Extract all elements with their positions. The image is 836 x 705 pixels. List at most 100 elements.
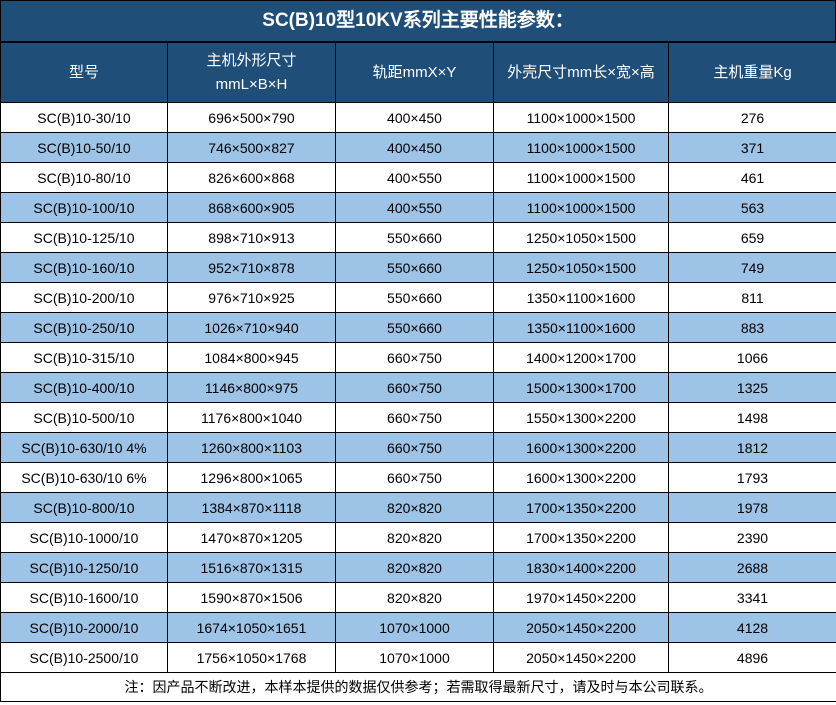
cell-shell-size: 1400×1200×1700: [494, 343, 669, 373]
cell-rail-gauge: 820×820: [336, 493, 494, 523]
table-row: SC(B)10-2000/101674×1050×16511070×100020…: [1, 613, 836, 643]
cell-model: SC(B)10-2000/10: [1, 613, 168, 643]
cell-shell-size: 2050×1450×2200: [494, 643, 669, 673]
cell-rail-gauge: 550×660: [336, 223, 494, 253]
cell-rail-gauge: 820×820: [336, 583, 494, 613]
cell-shell-size: 1600×1300×2200: [494, 463, 669, 493]
cell-model: SC(B)10-30/10: [1, 103, 168, 133]
cell-model: SC(B)10-400/10: [1, 373, 168, 403]
table-row: SC(B)10-1600/101590×870×1506820×8201970×…: [1, 583, 836, 613]
cell-shell-size: 1100×1000×1500: [494, 163, 669, 193]
table-row: SC(B)10-315/101084×800×945660×7501400×12…: [1, 343, 836, 373]
cell-weight: 1498: [669, 403, 836, 433]
cell-rail-gauge: 660×750: [336, 343, 494, 373]
cell-rail-gauge: 660×750: [336, 373, 494, 403]
cell-unit-dimensions: 1296×800×1065: [168, 463, 336, 493]
table-row: SC(B)10-30/10696×500×790400×4501100×1000…: [1, 103, 836, 133]
cell-weight: 3341: [669, 583, 836, 613]
cell-shell-size: 2050×1450×2200: [494, 613, 669, 643]
table-header: 型号主机外形尺寸mmL×B×H轨距mmX×Y外壳尺寸mm长×宽×高主机重量Kg: [1, 43, 836, 103]
cell-unit-dimensions: 1176×800×1040: [168, 403, 336, 433]
spec-table: 型号主机外形尺寸mmL×B×H轨距mmX×Y外壳尺寸mm长×宽×高主机重量Kg …: [0, 42, 836, 702]
cell-weight: 563: [669, 193, 836, 223]
table-row: SC(B)10-125/10898×710×913550×6601250×105…: [1, 223, 836, 253]
cell-model: SC(B)10-1250/10: [1, 553, 168, 583]
cell-weight: 1978: [669, 493, 836, 523]
cell-rail-gauge: 550×660: [336, 253, 494, 283]
cell-weight: 1066: [669, 343, 836, 373]
cell-rail-gauge: 1070×1000: [336, 613, 494, 643]
column-header-weight: 主机重量Kg: [669, 43, 836, 103]
cell-model: SC(B)10-1600/10: [1, 583, 168, 613]
table-row: SC(B)10-160/10952×710×878550×6601250×105…: [1, 253, 836, 283]
cell-unit-dimensions: 696×500×790: [168, 103, 336, 133]
cell-model: SC(B)10-2500/10: [1, 643, 168, 673]
cell-model: SC(B)10-200/10: [1, 283, 168, 313]
cell-model: SC(B)10-160/10: [1, 253, 168, 283]
cell-shell-size: 1350×1100×1600: [494, 313, 669, 343]
table-body: SC(B)10-30/10696×500×790400×4501100×1000…: [1, 103, 836, 673]
cell-shell-size: 1100×1000×1500: [494, 103, 669, 133]
cell-weight: 1812: [669, 433, 836, 463]
cell-shell-size: 1250×1050×1500: [494, 223, 669, 253]
cell-model: SC(B)10-100/10: [1, 193, 168, 223]
cell-unit-dimensions: 1674×1050×1651: [168, 613, 336, 643]
cell-shell-size: 1100×1000×1500: [494, 133, 669, 163]
cell-shell-size: 1700×1350×2200: [494, 493, 669, 523]
cell-weight: 2390: [669, 523, 836, 553]
table-row: SC(B)10-50/10746×500×827400×4501100×1000…: [1, 133, 836, 163]
cell-rail-gauge: 550×660: [336, 283, 494, 313]
cell-rail-gauge: 820×820: [336, 553, 494, 583]
cell-rail-gauge: 660×750: [336, 433, 494, 463]
cell-weight: 2688: [669, 553, 836, 583]
cell-model: SC(B)10-80/10: [1, 163, 168, 193]
cell-model: SC(B)10-800/10: [1, 493, 168, 523]
table-row: SC(B)10-400/101146×800×975660×7501500×13…: [1, 373, 836, 403]
column-header-model: 型号: [1, 43, 168, 103]
cell-shell-size: 1970×1450×2200: [494, 583, 669, 613]
cell-unit-dimensions: 898×710×913: [168, 223, 336, 253]
table-row: SC(B)10-500/101176×800×1040660×7501550×1…: [1, 403, 836, 433]
cell-rail-gauge: 400×550: [336, 163, 494, 193]
cell-weight: 1325: [669, 373, 836, 403]
table-footer: 注：因产品不断改进，本样本提供的数据仅供参考；若需取得最新尺寸，请及时与本公司联…: [1, 673, 836, 702]
cell-weight: 4128: [669, 613, 836, 643]
cell-unit-dimensions: 1026×710×940: [168, 313, 336, 343]
cell-unit-dimensions: 1260×800×1103: [168, 433, 336, 463]
cell-model: SC(B)10-50/10: [1, 133, 168, 163]
cell-rail-gauge: 550×660: [336, 313, 494, 343]
cell-weight: 4896: [669, 643, 836, 673]
table-row: SC(B)10-100/10868×600×905400×5501100×100…: [1, 193, 836, 223]
cell-unit-dimensions: 826×600×868: [168, 163, 336, 193]
cell-weight: 371: [669, 133, 836, 163]
cell-weight: 1793: [669, 463, 836, 493]
spec-sheet: SC(B)10型10KV系列主要性能参数： 型号主机外形尺寸mmL×B×H轨距m…: [0, 0, 836, 705]
page-title: SC(B)10型10KV系列主要性能参数：: [0, 0, 836, 42]
note-row: 注：因产品不断改进，本样本提供的数据仅供参考；若需取得最新尺寸，请及时与本公司联…: [1, 673, 836, 702]
cell-model: SC(B)10-1000/10: [1, 523, 168, 553]
cell-unit-dimensions: 1470×870×1205: [168, 523, 336, 553]
table-row: SC(B)10-1250/101516×870×1315820×8201830×…: [1, 553, 836, 583]
cell-model: SC(B)10-630/10 6%: [1, 463, 168, 493]
table-row: SC(B)10-630/10 4%1260×800×1103660×750160…: [1, 433, 836, 463]
cell-shell-size: 1350×1100×1600: [494, 283, 669, 313]
cell-rail-gauge: 400×450: [336, 103, 494, 133]
cell-unit-dimensions: 952×710×878: [168, 253, 336, 283]
cell-model: SC(B)10-250/10: [1, 313, 168, 343]
cell-model: SC(B)10-630/10 4%: [1, 433, 168, 463]
cell-weight: 276: [669, 103, 836, 133]
cell-shell-size: 1250×1050×1500: [494, 253, 669, 283]
column-header-shell-size: 外壳尺寸mm长×宽×高: [494, 43, 669, 103]
table-row: SC(B)10-2500/101756×1050×17681070×100020…: [1, 643, 836, 673]
cell-weight: 883: [669, 313, 836, 343]
cell-shell-size: 1550×1300×2200: [494, 403, 669, 433]
cell-unit-dimensions: 746×500×827: [168, 133, 336, 163]
cell-rail-gauge: 660×750: [336, 463, 494, 493]
cell-rail-gauge: 400×450: [336, 133, 494, 163]
cell-shell-size: 1100×1000×1500: [494, 193, 669, 223]
cell-unit-dimensions: 976×710×925: [168, 283, 336, 313]
cell-unit-dimensions: 868×600×905: [168, 193, 336, 223]
cell-weight: 659: [669, 223, 836, 253]
cell-unit-dimensions: 1516×870×1315: [168, 553, 336, 583]
cell-shell-size: 1500×1300×1700: [494, 373, 669, 403]
